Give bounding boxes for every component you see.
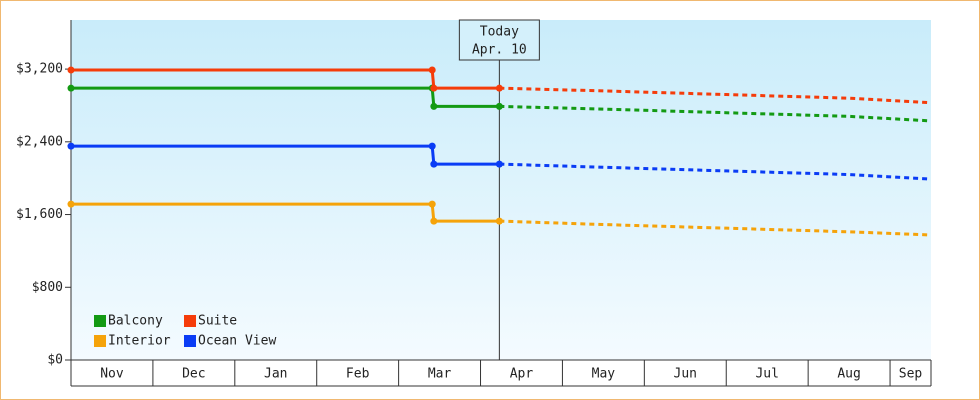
y-tick-label: $3,200 [16, 62, 63, 77]
today-box [458, 19, 540, 61]
today-label: Today [480, 25, 519, 40]
x-tick-label: Feb [346, 367, 370, 382]
y-tick-label: $2,400 [16, 134, 63, 149]
y-tick-label: $800 [32, 280, 63, 295]
x-tick-label: Dec [182, 367, 205, 382]
point [67, 84, 75, 92]
point [495, 84, 503, 92]
x-tick-label: Jun [674, 367, 697, 382]
y-tick-label: $0 [47, 353, 63, 368]
legend-swatch [184, 335, 196, 347]
plot-area [71, 20, 931, 360]
point [495, 160, 503, 168]
legend-swatch [184, 315, 196, 327]
forecast-line [499, 219, 932, 237]
point [430, 102, 438, 110]
series-line [71, 86, 500, 108]
legend-swatch [94, 315, 106, 327]
today-date: Apr. 10 [472, 43, 527, 58]
point [428, 66, 436, 74]
point [430, 217, 438, 225]
point [430, 160, 438, 168]
series-line [71, 68, 500, 90]
point [67, 142, 75, 150]
point [67, 66, 75, 74]
point [495, 102, 503, 110]
point [428, 142, 436, 150]
legend-label: Suite [198, 314, 237, 329]
x-tick-label: Jan [264, 367, 287, 382]
x-tick-label: Jul [755, 367, 778, 382]
legend-label: Balcony [108, 314, 163, 329]
forecast-line [499, 104, 932, 123]
x-tick-label: Nov [100, 367, 124, 382]
x-tick-label: Aug [837, 367, 860, 382]
point [430, 84, 438, 92]
series-line [71, 144, 500, 166]
x-tick-label: Mar [428, 367, 452, 382]
point [428, 200, 436, 208]
forecast-line [499, 162, 932, 181]
x-tick-label: Sep [899, 367, 923, 382]
x-tick-label: Apr [510, 367, 534, 382]
point [495, 217, 503, 225]
point [67, 200, 75, 208]
x-tick-label: May [592, 367, 616, 382]
legend-label: Ocean View [198, 334, 276, 349]
legend-label: Interior [108, 334, 171, 349]
forecast-line [499, 86, 932, 105]
legend-swatch [94, 335, 106, 347]
y-tick-label: $1,600 [16, 207, 63, 222]
series-line [71, 202, 500, 223]
